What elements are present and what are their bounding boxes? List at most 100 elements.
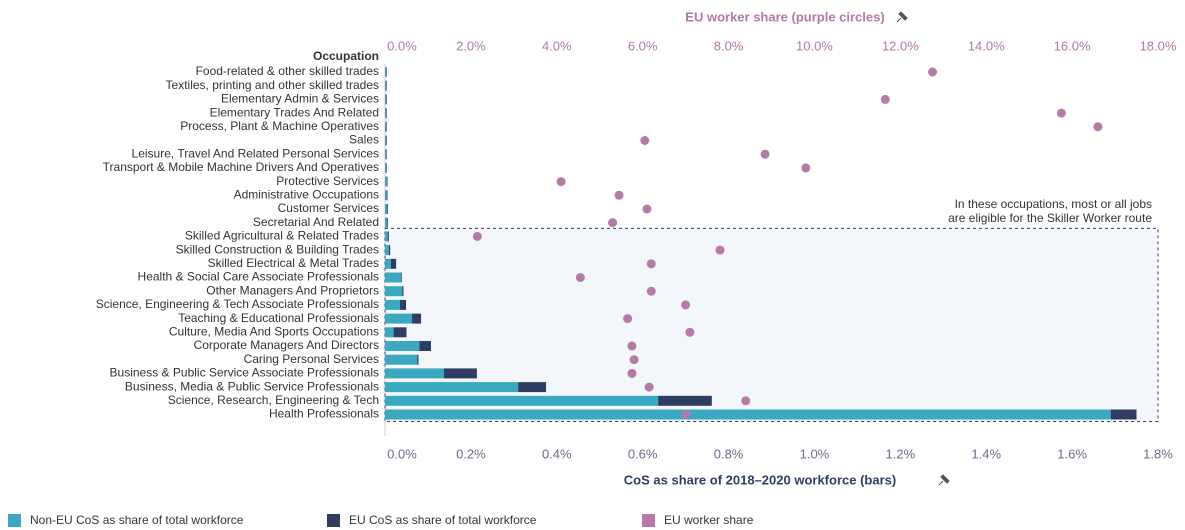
bar — [385, 108, 386, 119]
x2-tick-label: 14.0% — [968, 38, 1005, 53]
bar — [385, 94, 387, 105]
dot — [681, 300, 691, 310]
bar — [385, 135, 387, 146]
bar — [391, 258, 397, 269]
legend-label: EU worker share — [664, 513, 754, 527]
bar — [385, 217, 388, 228]
category-label: Science, Research, Engineering & Tech — [168, 393, 379, 407]
x-tick-label: 0.2% — [456, 446, 486, 461]
dot — [644, 382, 654, 392]
dot — [681, 410, 691, 419]
category-label: Customer Services — [278, 201, 379, 215]
legend-label: Non-EU CoS as share of total workforce — [30, 513, 244, 527]
dot — [741, 396, 751, 406]
category-label: Process, Plant & Machine Operatives — [180, 119, 379, 133]
x-tick-label: 1.8% — [1143, 446, 1173, 461]
category-label: Other Managers And Proprietors — [206, 283, 379, 297]
bar — [385, 341, 420, 351]
dot — [623, 314, 633, 324]
dot — [608, 218, 618, 228]
bar — [388, 245, 391, 256]
bar — [443, 368, 477, 379]
bar — [385, 67, 387, 77]
annotation: are eligible for the Skiller Worker rout… — [948, 211, 1152, 225]
category-axis-title: Occupation — [313, 49, 379, 63]
category-label: Business, Media & Public Service Profess… — [125, 379, 379, 393]
legend-swatch — [642, 514, 655, 527]
bar — [385, 121, 387, 132]
category-label: Skilled Construction & Building Trades — [176, 242, 379, 256]
category-label: Textiles, printing and other skilled tra… — [166, 78, 379, 92]
bar — [385, 327, 394, 338]
dot — [642, 204, 652, 214]
dot — [801, 163, 811, 173]
bar — [385, 67, 386, 77]
dot — [1093, 122, 1103, 132]
dot — [627, 341, 637, 351]
pin-icon — [938, 474, 950, 486]
annotation: In these occupations, most or all jobs — [955, 197, 1152, 211]
x-tick-label: 1.0% — [800, 446, 830, 461]
x-tick-label: 1.6% — [1057, 446, 1087, 461]
bar — [385, 176, 387, 187]
bar — [385, 162, 387, 173]
bar — [402, 286, 404, 297]
x2-tick-label: 4.0% — [542, 38, 572, 53]
bar — [385, 258, 392, 269]
bar — [385, 149, 386, 160]
x-tick-label: 1.4% — [971, 446, 1001, 461]
category-label: Culture, Media And Sports Occupations — [169, 324, 379, 338]
dot — [575, 273, 585, 282]
category-label: Caring Personal Services — [244, 352, 379, 366]
x2-tick-label: 18.0% — [1140, 38, 1177, 53]
legend-swatch — [327, 514, 340, 527]
bar — [385, 313, 413, 324]
x-tick-label: 0.6% — [628, 446, 658, 461]
bar — [385, 299, 401, 310]
x-tick-label: 1.2% — [886, 446, 916, 461]
bar — [387, 204, 388, 214]
bar — [385, 272, 401, 283]
dot — [614, 190, 624, 200]
dot — [640, 136, 650, 145]
dot — [646, 259, 656, 269]
pin-icon — [896, 11, 908, 23]
bar — [385, 231, 389, 242]
bar — [385, 368, 444, 379]
bar — [393, 327, 407, 338]
category-label: Skilled Electrical & Metal Trades — [208, 256, 379, 270]
bar — [385, 245, 389, 256]
bar — [386, 190, 388, 201]
dot — [760, 149, 770, 159]
category-label: Transport & Mobile Machine Drivers And O… — [103, 160, 379, 174]
bar — [385, 149, 387, 160]
dot — [880, 94, 890, 104]
category-label: Administrative Occupations — [234, 187, 379, 201]
bar — [400, 299, 407, 310]
x2-tick-label: 2.0% — [456, 38, 486, 53]
legend-label: EU CoS as share of total workforce — [349, 513, 537, 527]
category-label: Food-related & other skilled trades — [196, 64, 379, 78]
category-label: Corporate Managers And Directors — [194, 338, 379, 352]
bar — [385, 121, 386, 132]
bar — [385, 108, 387, 119]
category-label: Teaching & Educational Professionals — [178, 311, 379, 325]
bar — [658, 395, 712, 406]
x2-tick-label: 10.0% — [796, 38, 833, 53]
bar — [385, 80, 387, 91]
x-axis-title: CoS as share of 2018–2020 workforce (bar… — [624, 472, 896, 487]
dot — [629, 355, 639, 365]
bar — [385, 135, 386, 146]
dot — [715, 245, 725, 255]
dot — [646, 286, 656, 296]
bar — [385, 94, 386, 105]
bar — [417, 354, 419, 365]
x-tick-label: 0.4% — [542, 446, 572, 461]
bar — [386, 176, 388, 187]
category-label: Science, Engineering & Tech Associate Pr… — [96, 297, 379, 311]
bar — [385, 409, 1111, 420]
bar — [387, 217, 388, 228]
category-label: Protective Services — [276, 174, 379, 188]
dot — [556, 177, 566, 187]
